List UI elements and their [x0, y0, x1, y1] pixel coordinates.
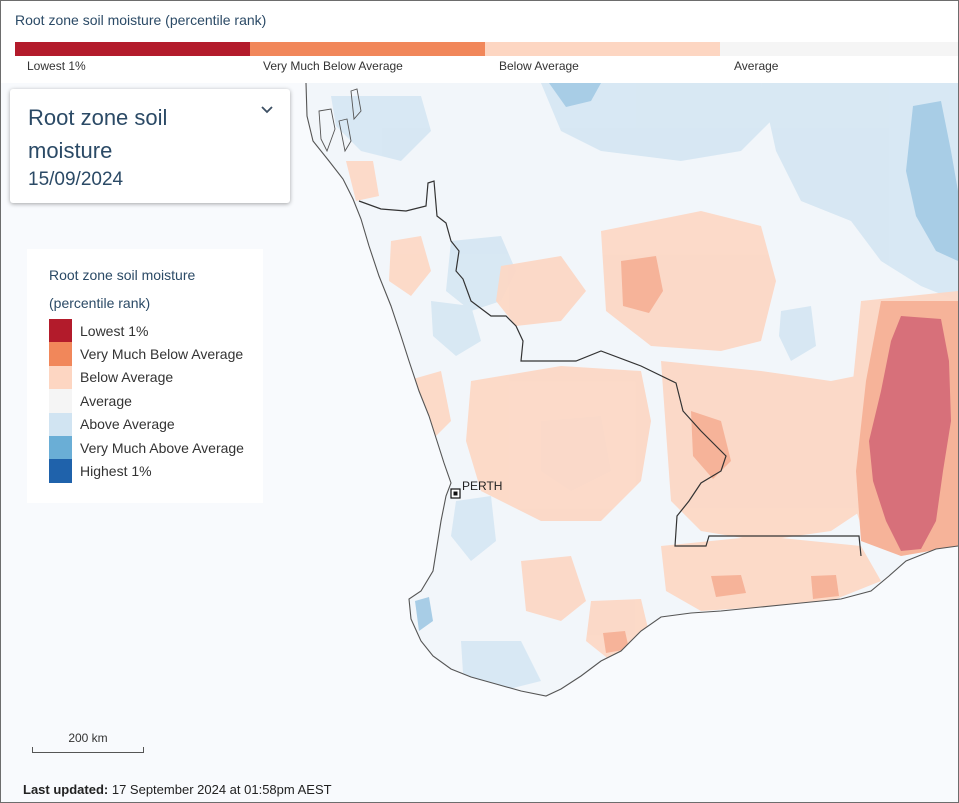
- map-canvas[interactable]: PERTH: [1, 83, 958, 802]
- ramp-label-lowest: Lowest 1%: [27, 59, 86, 73]
- layer-selector-title: Root zone soil moisture: [28, 105, 168, 163]
- ramp-label-below: Below Average: [499, 59, 579, 73]
- scale-bar-line: [32, 747, 144, 753]
- ramp-label-average: Average: [734, 59, 779, 73]
- last-updated-text: 17 September 2024 at 01:58pm AEST: [111, 782, 332, 797]
- ramp-segment-lowest: [15, 42, 250, 56]
- ramp-segment-very-much-below: [250, 42, 485, 56]
- legend-swatch: [49, 435, 72, 460]
- legend-item: Very Much Above Average: [49, 435, 244, 460]
- legend-item: Below Average: [49, 365, 244, 390]
- top-legend: Root zone soil moisture (percentile rank…: [1, 1, 958, 83]
- coastline: [305, 83, 958, 697]
- region-boundary: [358, 180, 862, 557]
- legend-swatch: [49, 389, 72, 413]
- legend-swatch: [49, 412, 72, 436]
- layer-selector[interactable]: Root zone soil moisture 15/09/2024: [10, 89, 290, 203]
- legend-label: Lowest 1%: [80, 322, 149, 339]
- legend-label: Very Much Below Average: [80, 346, 244, 363]
- last-updated-prefix: Last updated:: [23, 782, 109, 797]
- legend-item: Lowest 1%: [49, 319, 244, 343]
- legend-item: Above Average: [49, 412, 244, 436]
- legend-item: Very Much Below Average: [49, 342, 244, 366]
- ramp-segment-average: [720, 42, 958, 56]
- legend-label: Very Much Above Average: [80, 439, 244, 456]
- legend-item: Highest 1%: [49, 459, 244, 483]
- legend-swatch: [49, 459, 72, 483]
- legend-item: Average: [49, 389, 244, 413]
- scale-bar: 200 km: [32, 731, 144, 755]
- scale-bar-label: 200 km: [68, 731, 108, 745]
- color-ramp: [15, 42, 958, 56]
- legend-label: Highest 1%: [80, 463, 152, 480]
- chevron-down-icon[interactable]: [260, 105, 274, 115]
- legend-swatch: [49, 319, 72, 343]
- legend-label: Above Average: [80, 416, 175, 433]
- legend-swatch: [49, 342, 72, 366]
- map-legend: Root zone soil moisture (percentile rank…: [27, 249, 263, 503]
- coastal-inlets: [318, 88, 362, 153]
- perth-label: PERTH: [462, 479, 502, 493]
- legend-label: Below Average: [80, 369, 174, 386]
- last-updated: Last updated: 17 September 2024 at 01:58…: [23, 782, 332, 797]
- ramp-label-very-much-below: Very Much Below Average: [263, 59, 403, 73]
- top-legend-title: Root zone soil moisture (percentile rank…: [15, 12, 267, 28]
- land-area: [306, 83, 958, 696]
- legend-swatch: [49, 365, 72, 390]
- legend-label: Average: [80, 392, 132, 409]
- perth-marker[interactable]: PERTH: [450, 479, 502, 499]
- ramp-segment-below: [485, 42, 720, 56]
- legend-title: Root zone soil moisture (percentile rank…: [49, 267, 196, 311]
- legend-items: Lowest 1% Very Much Below Average Below …: [49, 319, 244, 483]
- layer-selector-date: 15/09/2024: [28, 169, 124, 190]
